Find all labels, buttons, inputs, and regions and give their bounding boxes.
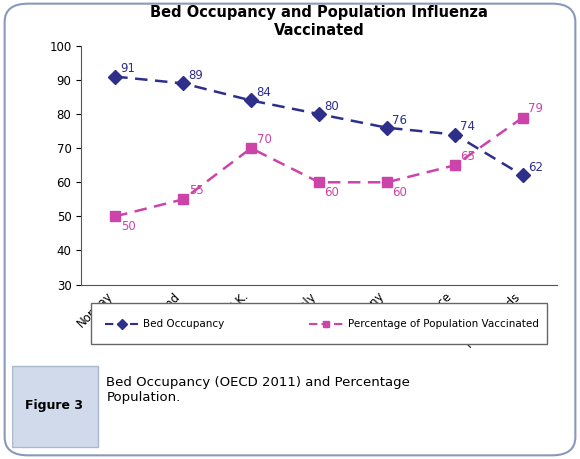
Text: Figure 3: Figure 3	[26, 398, 84, 412]
Text: Bed Occupancy (OECD 2011) and Percentage
Population.: Bed Occupancy (OECD 2011) and Percentage…	[106, 376, 410, 404]
Text: 60: 60	[325, 186, 339, 199]
FancyBboxPatch shape	[90, 303, 548, 344]
Text: 84: 84	[256, 86, 271, 99]
Text: 89: 89	[188, 69, 204, 82]
Text: 55: 55	[188, 184, 204, 197]
Text: 76: 76	[393, 113, 408, 127]
Title: Bed Occupancy and Population Influenza
Vaccinated: Bed Occupancy and Population Influenza V…	[150, 6, 488, 38]
Text: 65: 65	[461, 150, 476, 162]
Text: 62: 62	[528, 161, 543, 174]
Text: 91: 91	[121, 62, 136, 75]
Text: 79: 79	[528, 102, 543, 115]
Text: Bed Occupancy: Bed Occupancy	[143, 319, 224, 329]
FancyBboxPatch shape	[12, 365, 98, 447]
Text: 60: 60	[393, 186, 407, 199]
Text: 80: 80	[325, 100, 339, 113]
Text: 50: 50	[121, 220, 136, 233]
Text: 74: 74	[461, 120, 476, 134]
Text: Percentage of Population Vaccinated: Percentage of Population Vaccinated	[347, 319, 538, 329]
Text: 70: 70	[256, 133, 271, 146]
